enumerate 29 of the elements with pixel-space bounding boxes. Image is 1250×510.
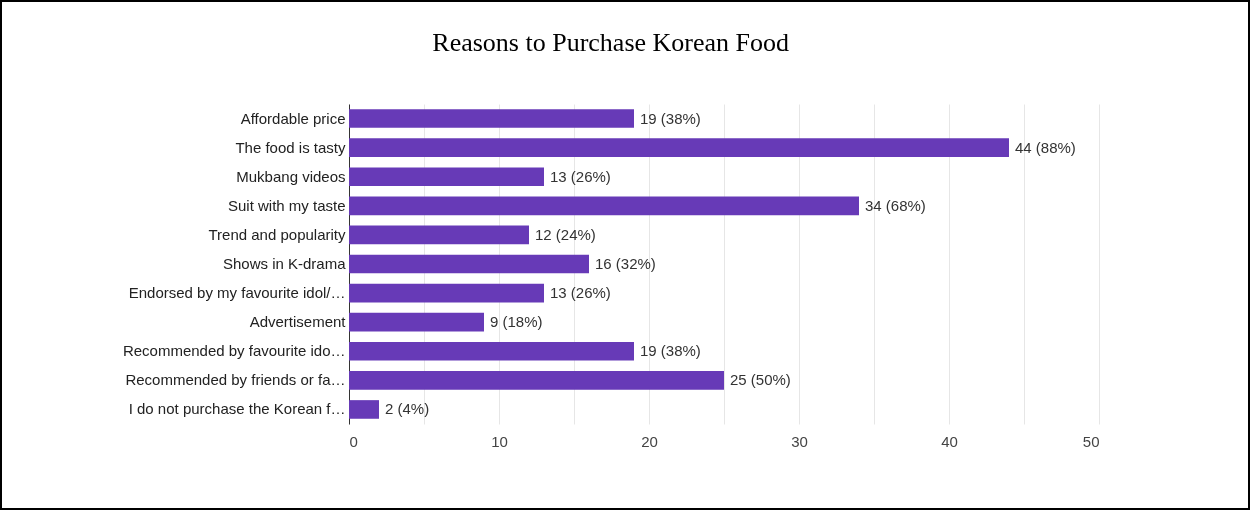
data-label: 19 (38%) xyxy=(640,342,701,360)
y-tick-label: Mukbang videos xyxy=(236,167,346,185)
x-tick-label: 30 xyxy=(791,432,808,450)
data-label: 9 (18%) xyxy=(490,313,543,331)
y-tick-label: Recommended by favourite ido… xyxy=(122,342,346,360)
y-tick-label: Advertisement xyxy=(249,313,347,331)
data-label: 44 (88%) xyxy=(1015,138,1076,156)
data-label: 13 (26%) xyxy=(550,167,611,185)
data-label: 34 (68%) xyxy=(865,196,926,214)
y-tick-label: I do not purchase the Korean f… xyxy=(128,400,346,418)
x-tick-label: 10 xyxy=(491,432,508,450)
x-tick-label: 20 xyxy=(641,432,658,450)
y-tick-label: The food is tasty xyxy=(235,138,346,156)
x-tick-label: 40 xyxy=(941,432,958,450)
y-tick-label: Endorsed by my favourite idol/… xyxy=(128,284,346,302)
data-label: 25 (50%) xyxy=(730,371,791,389)
data-label: 2 (4%) xyxy=(385,400,430,418)
y-tick-label: Shows in K-drama xyxy=(222,255,347,272)
x-tick-label: 50 xyxy=(1082,432,1100,450)
y-tick-label: Recommended by friends or fa… xyxy=(125,371,346,389)
x-tick-label: 0 xyxy=(349,432,358,450)
y-tick-label: Affordable price xyxy=(240,109,346,127)
data-label: 13 (26%) xyxy=(550,284,611,302)
y-tick-label: Suit with my taste xyxy=(227,196,346,214)
y-tick-label: Trend and popularity xyxy=(208,225,346,243)
data-label: 12 (24%) xyxy=(535,225,596,243)
data-label: 19 (38%) xyxy=(640,109,701,127)
chart-title: Reasons to Purchase Korean Food xyxy=(432,28,790,57)
data-label: 16 (32%) xyxy=(595,255,656,272)
